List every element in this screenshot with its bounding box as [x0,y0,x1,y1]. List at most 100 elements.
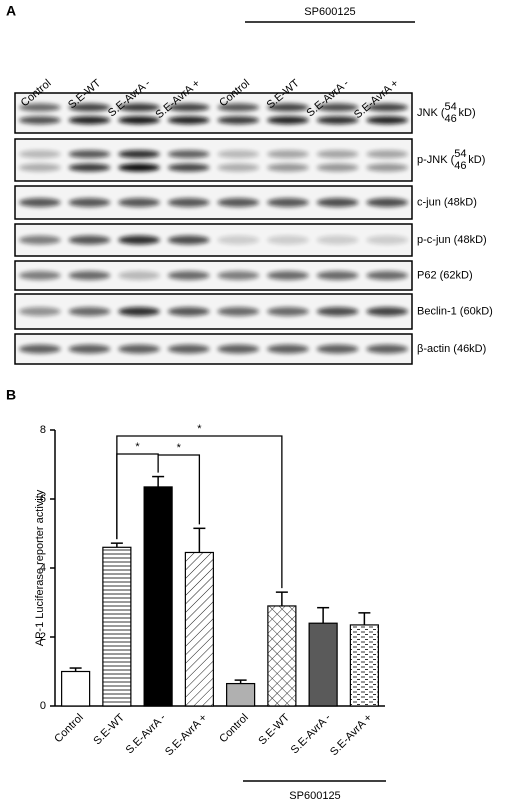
blot-label: Beclin-1 (60kD) [417,305,493,317]
x-tick-label: S.E-WT [91,711,127,747]
y-axis-label: AP-1 Luciferase reporter activity [34,489,46,646]
band [118,116,160,125]
band [316,271,359,280]
band [68,150,111,159]
band [267,103,309,112]
band [366,150,409,159]
band [366,235,409,245]
band [18,271,61,280]
band [366,271,409,280]
significance-bracket [116,435,283,589]
y-tick-label: 2 [40,631,46,643]
band [316,344,359,354]
y-tick-label: 0 [40,700,46,712]
band [167,344,210,354]
band [267,344,309,354]
band [316,163,359,172]
blot-label: p-c-jun (48kD) [417,234,487,246]
blot-label-suffix: kD) [459,107,476,119]
band [18,116,61,125]
bar [184,551,214,707]
band [366,116,409,125]
band [68,116,111,125]
band [167,235,210,245]
band [267,163,309,172]
band [18,150,61,159]
significance-label: * [177,442,182,454]
band [167,198,210,207]
blot-frame [14,92,413,134]
band [316,235,359,245]
x-tick-label: S.E-AvrA + [163,712,210,759]
x-tick-label: Control [217,712,251,746]
bar [102,546,132,707]
y-tick-label: 6 [40,493,46,505]
band [366,198,409,207]
bar [267,605,297,707]
bar [226,682,256,707]
bar [349,624,379,707]
band [267,307,309,316]
band [18,307,61,316]
band [217,116,260,125]
band [68,344,111,354]
band [167,307,210,316]
band [68,271,111,280]
blot-label: c-jun (48kD) [417,196,477,208]
y-tick-label: 8 [40,424,46,436]
band [217,163,260,172]
band [118,235,160,245]
band [316,103,359,112]
significance-label: * [135,441,140,453]
blot-frame [14,138,413,182]
band [366,163,409,172]
blot-label: p-JNK ( [417,154,455,166]
band [316,307,359,316]
bar [308,622,338,707]
x-tick-label: S.E-AvrA + [328,712,375,759]
band [267,116,309,125]
blot-panel [14,92,413,365]
band [267,198,309,207]
treatment-label: SP600125 [304,6,355,18]
band [217,150,260,159]
band [118,163,160,172]
band [167,271,210,280]
blot-label-lower: 46 [445,113,457,125]
band [366,307,409,316]
band [366,103,409,112]
band [316,150,359,159]
band [118,103,160,112]
bar [61,670,91,707]
x-tick-label: Control [52,712,86,746]
significance-bracket [158,454,201,525]
band [167,116,210,125]
band [18,235,61,245]
band [18,163,61,172]
band [118,344,160,354]
band [366,344,409,354]
band [316,198,359,207]
bar [143,486,173,707]
panel-label: B [6,387,16,403]
band [68,235,111,245]
band [118,271,160,280]
band [267,150,309,159]
band [217,198,260,207]
group-label: SP600125 [289,790,340,802]
band [267,271,309,280]
band [267,235,309,245]
band [68,307,111,316]
blot-label-upper: 54 [445,101,457,113]
band [167,150,210,159]
band [217,307,260,316]
blot-label: JNK ( [417,107,445,119]
band [18,103,61,112]
band [118,150,160,159]
band [68,198,111,207]
blot-label-suffix: kD) [468,154,485,166]
band [68,103,111,112]
band [217,344,260,354]
